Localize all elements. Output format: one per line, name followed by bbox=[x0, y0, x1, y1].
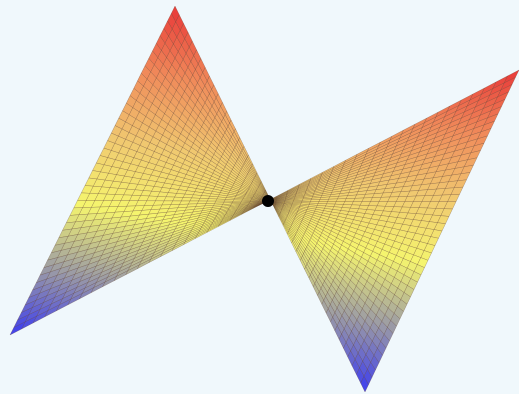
surface-patch bbox=[122, 253, 137, 264]
surface-patch bbox=[148, 223, 162, 230]
surface-patch bbox=[216, 210, 228, 216]
surface-patch bbox=[43, 257, 58, 269]
surface-patch bbox=[217, 218, 232, 228]
surface-patch bbox=[93, 212, 107, 221]
surface-patch bbox=[140, 238, 154, 247]
surface-patch bbox=[318, 198, 329, 202]
surface-patch bbox=[39, 264, 55, 276]
surface-patch bbox=[86, 240, 101, 250]
surface-patch bbox=[200, 209, 212, 214]
surface-patch bbox=[327, 198, 338, 202]
surface-patch bbox=[9, 321, 26, 336]
surface-patch bbox=[207, 223, 221, 232]
surface-patch bbox=[118, 261, 133, 273]
surface-patch bbox=[207, 211, 220, 217]
surface-patch bbox=[53, 285, 70, 299]
surface-patch bbox=[230, 202, 242, 205]
surface-patch bbox=[206, 224, 220, 234]
surface-patch bbox=[219, 206, 231, 211]
surface-patch bbox=[194, 230, 209, 240]
surface-patch bbox=[164, 211, 177, 217]
surface-patch bbox=[44, 304, 60, 318]
surface-patch bbox=[106, 266, 122, 278]
surface-patch bbox=[100, 262, 116, 273]
surface-patch bbox=[109, 262, 124, 274]
surface-patch bbox=[226, 207, 239, 212]
surface-patch bbox=[201, 219, 215, 227]
surface-patch bbox=[90, 235, 104, 244]
surface-patch bbox=[113, 270, 129, 282]
surface-patch bbox=[96, 206, 110, 214]
surface-mesh bbox=[9, 5, 519, 393]
surface-patch bbox=[98, 267, 113, 279]
surface-patch bbox=[86, 224, 101, 234]
surface-patch bbox=[153, 215, 166, 222]
surface-patch bbox=[182, 236, 197, 246]
surface-patch bbox=[248, 201, 259, 204]
surface-patch bbox=[20, 299, 37, 314]
surface-patch bbox=[93, 276, 109, 289]
surface-patch bbox=[125, 264, 140, 276]
surface-patch bbox=[209, 207, 222, 212]
surface-patch bbox=[174, 222, 188, 230]
surface-patch bbox=[215, 198, 226, 202]
surface-patch bbox=[335, 198, 347, 202]
surface-patch bbox=[360, 375, 369, 393]
surface-patch bbox=[196, 215, 209, 221]
surface-patch bbox=[158, 221, 172, 228]
surface-patch bbox=[73, 200, 87, 209]
surface-patch bbox=[78, 287, 95, 300]
surface-patch bbox=[135, 200, 148, 207]
surface-patch bbox=[145, 212, 159, 219]
surface-patch bbox=[208, 221, 222, 230]
surface-patch bbox=[13, 314, 30, 329]
surface-patch bbox=[344, 198, 356, 202]
surface-patch bbox=[115, 266, 131, 277]
surface-patch bbox=[129, 227, 143, 235]
surface-patch bbox=[221, 203, 232, 207]
surface-patch bbox=[104, 271, 120, 283]
surface-patch bbox=[84, 276, 100, 289]
surface-patch bbox=[127, 245, 142, 255]
surface-patch bbox=[229, 204, 241, 208]
surface-patch bbox=[163, 241, 177, 252]
surface-patch bbox=[189, 197, 201, 202]
surface-patch bbox=[157, 208, 170, 214]
surface-patch bbox=[230, 211, 244, 219]
surface-patch bbox=[102, 211, 116, 220]
surface-patch bbox=[143, 216, 157, 224]
saddle-point bbox=[262, 195, 274, 207]
surface-patch bbox=[236, 205, 248, 210]
surface-patch bbox=[79, 271, 94, 283]
surface-patch bbox=[28, 302, 44, 316]
surface-patch bbox=[125, 249, 140, 260]
surface-patch bbox=[212, 216, 225, 223]
surface-patch bbox=[101, 275, 117, 288]
surface-patch bbox=[70, 287, 86, 300]
surface-patch bbox=[228, 205, 240, 209]
surface-patch bbox=[134, 218, 147, 226]
surface-patch bbox=[60, 240, 75, 251]
surface-patch bbox=[129, 256, 144, 268]
surface-patch bbox=[184, 206, 197, 211]
surface-patch bbox=[222, 212, 236, 219]
surface-patch bbox=[198, 198, 209, 202]
surface-patch bbox=[206, 198, 218, 202]
surface-patch bbox=[76, 243, 91, 253]
surface-patch bbox=[95, 271, 111, 284]
